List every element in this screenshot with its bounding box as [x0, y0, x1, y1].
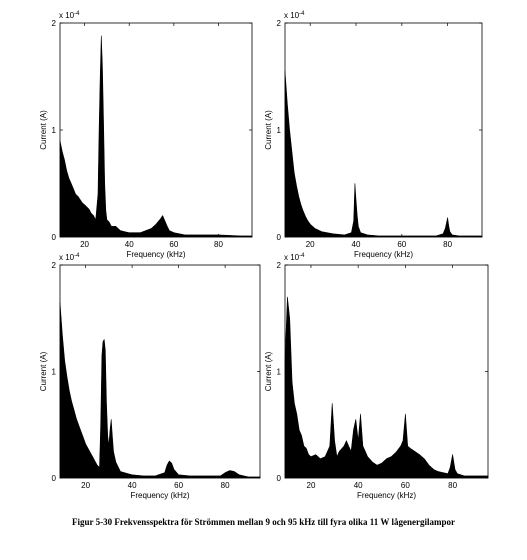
x-tick-label: 20	[81, 481, 90, 490]
x-axis-label: Frequency (kHz)	[354, 250, 413, 259]
x-axis-label: Frequency (kHz)	[126, 250, 185, 259]
y-tick-label: 2	[277, 19, 282, 28]
spectrum-series-0	[284, 296, 489, 479]
y-tick-label: 0	[277, 474, 282, 483]
y-exponent-label: x 10-4	[59, 11, 80, 20]
y-exponent-label: x 10-4	[284, 11, 305, 20]
spectrum-series-0	[284, 70, 483, 238]
x-axis-label: Frequency (kHz)	[130, 491, 189, 500]
x-tick-label: 80	[443, 240, 452, 249]
y-axis-label: Current (A)	[39, 110, 48, 150]
y-tick-label: 1	[277, 368, 282, 377]
y-tick-label: 1	[52, 368, 57, 377]
y-tick-label: 0	[277, 233, 282, 242]
y-axis-label: Current (A)	[264, 351, 273, 391]
y-exponent-label: x 10-4	[59, 253, 80, 262]
plot-frame	[284, 264, 489, 479]
x-tick-label: 40	[354, 481, 363, 490]
y-tick-label: 1	[277, 126, 282, 135]
x-tick-label: 60	[169, 240, 178, 249]
y-tick-label: 2	[277, 261, 282, 270]
y-tick-label: 1	[52, 126, 57, 135]
x-axis-label: Frequency (kHz)	[357, 491, 416, 500]
y-tick-label: 2	[52, 19, 57, 28]
y-exponent-label: x 10-4	[284, 253, 305, 262]
y-tick-label: 0	[52, 474, 57, 483]
x-tick-label: 20	[306, 240, 315, 249]
y-exponent-value: -4	[299, 11, 305, 17]
x-tick-label: 40	[125, 240, 134, 249]
y-axis-label: Current (A)	[39, 351, 48, 391]
x-tick-label: 40	[128, 481, 137, 490]
y-exponent-value: -4	[299, 253, 305, 259]
y-exponent-value: -4	[74, 253, 80, 259]
spectrum-series-0	[59, 302, 261, 479]
x-tick-label: 80	[221, 481, 230, 490]
y-tick-label: 2	[52, 261, 57, 270]
y-tick-label: 0	[52, 233, 57, 242]
y-axis-label: Current (A)	[264, 110, 273, 150]
x-tick-label: 60	[174, 481, 183, 490]
figure-caption: Figur 5-30 Frekvensspektra för Strömmen …	[72, 517, 455, 527]
x-tick-label: 80	[214, 240, 223, 249]
y-exponent-value: -4	[74, 11, 80, 17]
x-tick-label: 40	[352, 240, 361, 249]
x-tick-label: 20	[307, 481, 316, 490]
x-tick-label: 20	[80, 240, 89, 249]
x-tick-label: 60	[397, 240, 406, 249]
x-tick-label: 60	[401, 481, 410, 490]
spectrum-series-0	[59, 35, 253, 238]
x-tick-label: 80	[448, 481, 457, 490]
